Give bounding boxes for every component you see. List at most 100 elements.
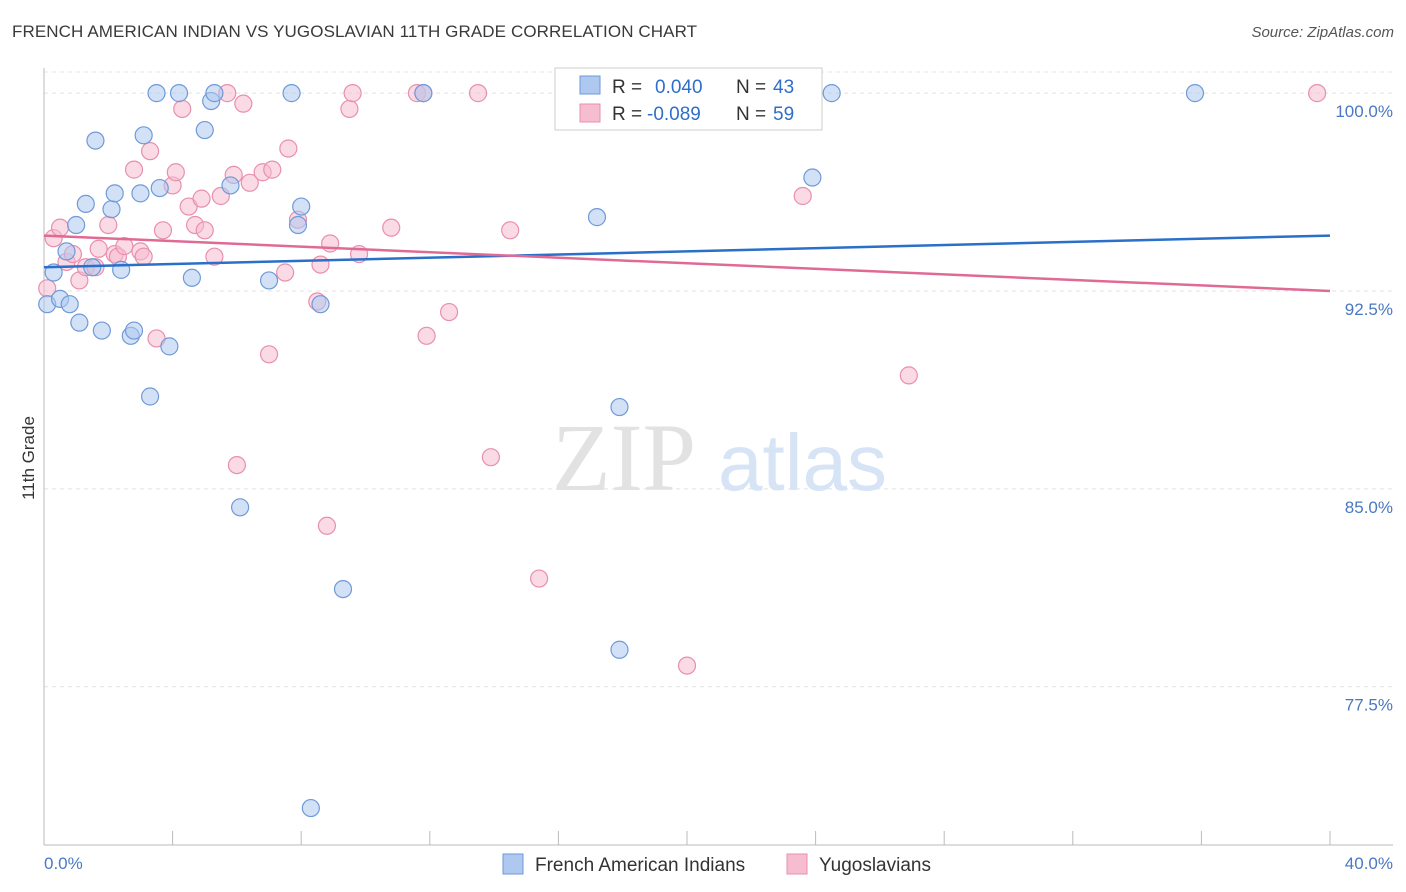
point-blue-10 [92, 321, 111, 340]
point-blue-9 [86, 131, 105, 150]
point-blue-19 [147, 84, 166, 103]
grid-lines [44, 71, 1393, 688]
point-blue-7 [76, 194, 95, 214]
point-blue-12 [105, 184, 124, 203]
point-pink-46 [382, 218, 401, 237]
point-pink-20 [166, 163, 185, 182]
point-blue-26 [205, 84, 224, 103]
point-blue-17 [134, 126, 153, 145]
point-blue-27 [221, 176, 240, 195]
point-pink-21 [173, 99, 192, 119]
point-blue-40 [803, 168, 822, 187]
point-pink-43 [340, 99, 359, 119]
trend-line-pink [43, 234, 1331, 293]
point-blue-11 [102, 200, 121, 219]
point-pink-26 [205, 247, 224, 266]
point-blue-6 [70, 313, 89, 332]
point-blue-35 [333, 579, 353, 599]
point-pink-24 [192, 189, 211, 208]
legend-n-value-pink: 59 [773, 104, 794, 125]
x-tick-label-min: 0.0% [44, 854, 83, 873]
point-pink-35 [263, 160, 282, 179]
point-blue-18 [140, 387, 160, 406]
point-pink-57 [899, 366, 918, 385]
axes [43, 68, 1393, 846]
point-blue-39 [610, 640, 629, 659]
point-pink-15 [134, 247, 153, 266]
point-pink-12 [115, 237, 134, 256]
y-tick-label-2: 92.5% [1345, 300, 1393, 319]
point-blue-16 [131, 184, 150, 203]
point-blue-38 [610, 397, 629, 417]
x-tick-label-max: 40.0% [1345, 854, 1393, 873]
point-pink-40 [311, 255, 330, 274]
y-axis-title: 11th Grade [19, 416, 38, 500]
series-legend-swatch-pink [786, 853, 808, 875]
y-tick-label-0: 77.5% [1345, 696, 1393, 715]
point-pink-53 [501, 221, 520, 240]
point-pink-56 [793, 186, 812, 206]
y-tick-label-3: 100.0% [1335, 102, 1393, 121]
legend-n-value-blue: 43 [773, 77, 794, 98]
point-pink-55 [677, 656, 697, 675]
series-french-american-indians-points [38, 84, 1205, 818]
point-pink-58 [1308, 84, 1327, 103]
point-blue-29 [259, 271, 279, 290]
point-pink-32 [240, 173, 259, 192]
series-legend-label-blue: French American Indians [535, 855, 745, 876]
point-blue-3 [57, 242, 76, 261]
point-pink-13 [124, 160, 144, 179]
legend: R = 0.040 N = 43 R = -0.089 N = 59 [554, 67, 823, 131]
point-blue-31 [288, 215, 308, 235]
point-pink-49 [417, 326, 436, 345]
point-blue-22 [169, 84, 189, 103]
series-legend-label-pink: Yugoslavians [819, 855, 931, 876]
point-blue-42 [1185, 84, 1205, 103]
y-tick-labels: 77.5% 85.0% 92.5% 100.0% [1335, 102, 1393, 715]
point-blue-34 [311, 295, 330, 314]
point-blue-36 [414, 84, 433, 103]
chart-title: FRENCH AMERICAN INDIAN VS YUGOSLAVIAN 11… [12, 22, 698, 41]
legend-swatch-pink [579, 103, 601, 123]
point-pink-51 [468, 84, 488, 103]
point-pink-18 [153, 221, 173, 240]
point-pink-36 [276, 263, 295, 282]
point-pink-9 [99, 215, 118, 235]
point-pink-41 [317, 516, 337, 535]
point-blue-21 [160, 337, 179, 356]
point-blue-15 [124, 321, 144, 340]
legend-r-value-blue: 0.040 [655, 77, 703, 98]
legend-r-label-blue: R = [612, 77, 642, 98]
point-pink-30 [227, 455, 246, 475]
point-blue-37 [587, 208, 607, 227]
point-blue-32 [292, 197, 311, 216]
legend-r-value-pink: -0.089 [647, 104, 701, 125]
point-pink-34 [259, 345, 279, 364]
legend-n-label-blue: N = [736, 77, 766, 98]
point-pink-42 [321, 234, 340, 253]
watermark-zip: ZIP [552, 404, 696, 511]
point-blue-5 [67, 215, 86, 235]
source-label: Source: ZipAtlas.com [1251, 24, 1394, 41]
y-tick-label-1: 85.0% [1345, 498, 1393, 517]
watermark: ZIP atlas [552, 404, 887, 511]
legend-r-label-pink: R = [612, 104, 642, 125]
point-pink-54 [530, 569, 549, 588]
point-blue-23 [182, 268, 201, 287]
series-legend: French American Indians Yugoslavians [502, 853, 931, 876]
point-pink-16 [140, 142, 160, 161]
trend-line-blue [43, 234, 1331, 269]
point-blue-30 [282, 84, 301, 103]
point-pink-44 [343, 84, 362, 103]
point-pink-2 [50, 218, 70, 237]
point-pink-8 [89, 239, 108, 258]
point-pink-37 [279, 139, 298, 158]
series-legend-swatch-blue [502, 853, 524, 875]
point-pink-31 [234, 94, 253, 113]
trend-lines [43, 234, 1331, 293]
point-blue-33 [301, 798, 320, 818]
point-blue-4 [60, 295, 79, 314]
legend-swatch-blue [579, 75, 601, 95]
point-blue-13 [112, 260, 131, 279]
